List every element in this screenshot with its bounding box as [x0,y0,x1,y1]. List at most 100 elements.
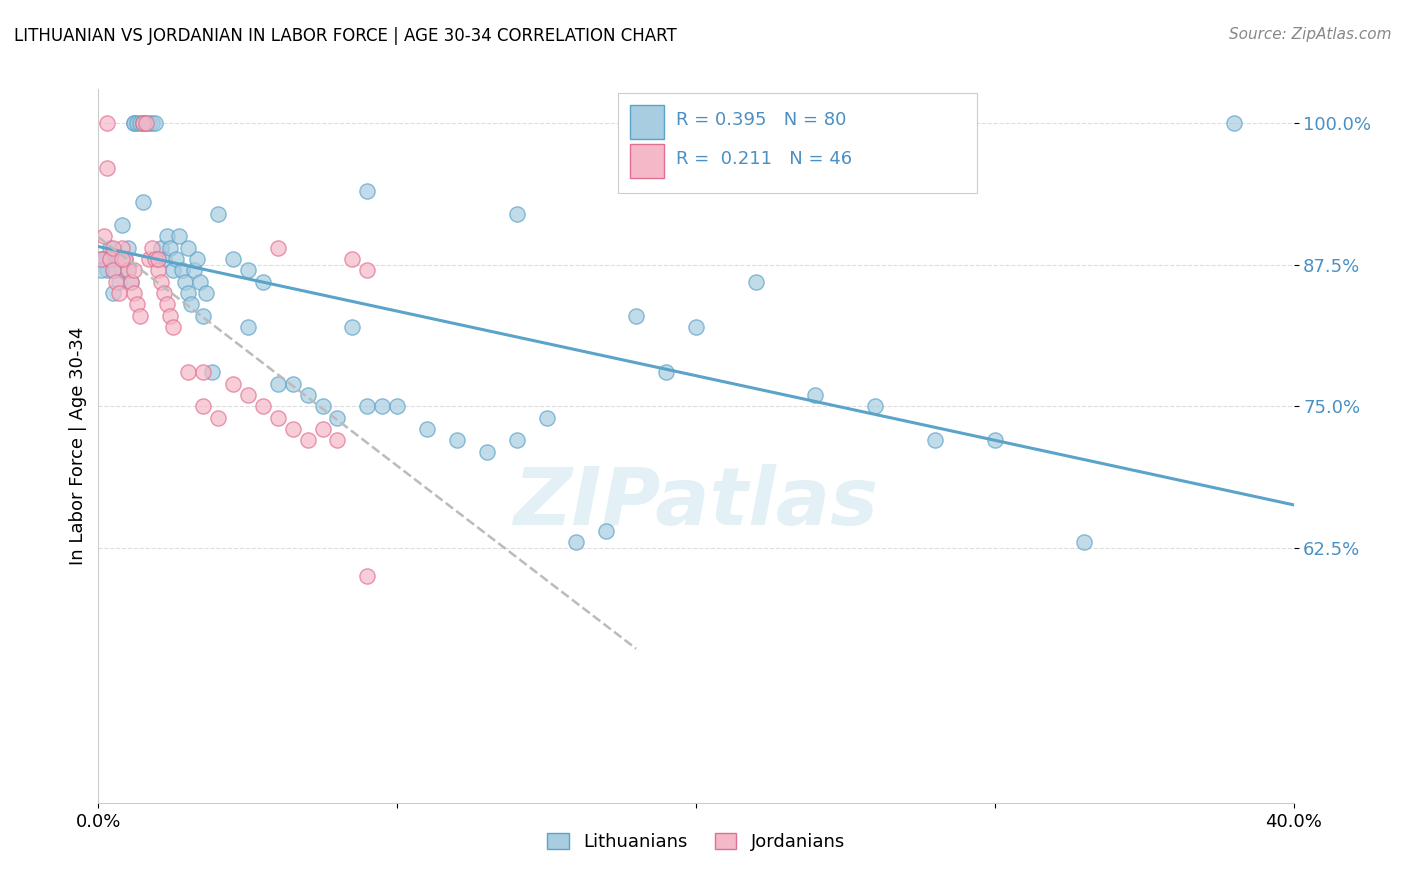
Lithuanians [326,410,349,425]
Lithuanians [506,207,529,221]
Lithuanians [156,229,179,244]
Lithuanians [132,116,155,130]
FancyBboxPatch shape [619,93,977,193]
Jordanians [236,388,259,402]
Jordanians [124,286,146,301]
Jordanians [114,252,136,266]
Text: ZIPatlas: ZIPatlas [513,464,879,542]
Lithuanians [148,252,170,266]
Jordanians [98,252,122,266]
Y-axis label: In Labor Force | Age 30-34: In Labor Force | Age 30-34 [69,326,87,566]
Jordanians [267,410,290,425]
Text: Source: ZipAtlas.com: Source: ZipAtlas.com [1229,27,1392,42]
Jordanians [135,116,157,130]
Lithuanians [446,434,468,448]
Lithuanians [143,116,166,130]
Jordanians [326,434,349,448]
Lithuanians [150,241,173,255]
Lithuanians [103,286,125,301]
Jordanians [129,309,152,323]
Jordanians [191,400,214,414]
Lithuanians [311,400,333,414]
Lithuanians [626,309,648,323]
Jordanians [297,434,319,448]
Text: LITHUANIAN VS JORDANIAN IN LABOR FORCE | AGE 30-34 CORRELATION CHART: LITHUANIAN VS JORDANIAN IN LABOR FORCE |… [14,27,676,45]
Jordanians [108,286,131,301]
Jordanians [177,365,200,379]
Jordanians [148,263,170,277]
Lithuanians [96,252,118,266]
Lithuanians [141,116,163,130]
Lithuanians [252,275,274,289]
Lithuanians [135,116,157,130]
Lithuanians [188,275,211,289]
Lithuanians [565,535,588,549]
Jordanians [138,252,160,266]
Lithuanians [132,195,155,210]
Jordanians [252,400,274,414]
Jordanians [153,286,176,301]
Lithuanians [159,241,181,255]
Jordanians [342,252,364,266]
Lithuanians [153,252,176,266]
Jordanians [103,263,125,277]
Lithuanians [172,263,194,277]
Jordanians [143,252,166,266]
Lithuanians [127,116,149,130]
Lithuanians [804,388,827,402]
Lithuanians [162,263,184,277]
Lithuanians [111,218,134,232]
Lithuanians [267,376,290,391]
Jordanians [150,275,173,289]
Lithuanians [120,275,142,289]
Jordanians [356,569,378,583]
Legend: Lithuanians, Jordanians: Lithuanians, Jordanians [540,825,852,858]
Lithuanians [90,252,112,266]
Lithuanians [236,320,259,334]
Lithuanians [167,229,190,244]
Lithuanians [356,400,378,414]
Lithuanians [685,320,707,334]
FancyBboxPatch shape [630,105,664,139]
Jordanians [127,297,149,311]
Lithuanians [1223,116,1246,130]
Lithuanians [207,207,229,221]
Jordanians [124,263,146,277]
Jordanians [111,241,134,255]
Lithuanians [745,275,768,289]
Lithuanians [183,263,205,277]
Lithuanians [165,252,187,266]
Lithuanians [114,252,136,266]
Lithuanians [342,320,364,334]
Lithuanians [105,252,128,266]
Lithuanians [180,297,202,311]
Lithuanians [236,263,259,277]
Lithuanians [984,434,1007,448]
Lithuanians [536,410,558,425]
Lithuanians [129,116,152,130]
Jordanians [103,241,125,255]
Jordanians [96,161,118,176]
Lithuanians [595,524,617,538]
Lithuanians [138,116,160,130]
Lithuanians [93,252,115,266]
Jordanians [159,309,181,323]
Lithuanians [195,286,218,301]
Lithuanians [124,116,146,130]
Jordanians [93,229,115,244]
Lithuanians [475,444,498,458]
Jordanians [120,275,142,289]
Lithuanians [111,263,134,277]
Lithuanians [174,275,197,289]
Lithuanians [281,376,304,391]
Lithuanians [222,252,245,266]
Lithuanians [98,241,122,255]
Jordanians [191,365,214,379]
Lithuanians [132,116,155,130]
Jordanians [141,241,163,255]
Lithuanians [177,286,200,301]
Lithuanians [297,388,319,402]
Text: R = 0.395   N = 80: R = 0.395 N = 80 [676,111,846,128]
Lithuanians [371,400,394,414]
Jordanians [111,252,134,266]
